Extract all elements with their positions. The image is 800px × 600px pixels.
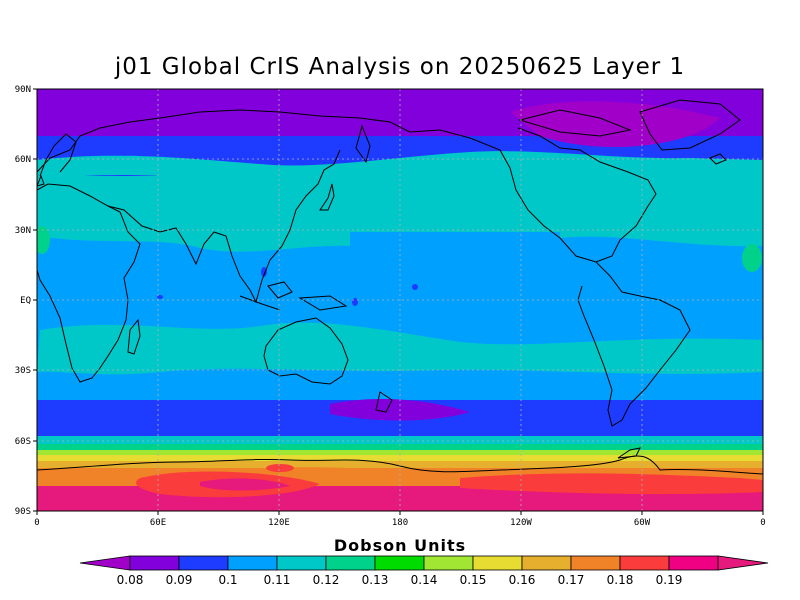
colorbar-label: 0.16 bbox=[509, 573, 536, 587]
colorbar-label: 0.15 bbox=[460, 573, 487, 587]
colorbar-swatch bbox=[423, 555, 474, 571]
colorbar-swatch bbox=[472, 555, 523, 571]
lon-label-180: 180 bbox=[392, 518, 408, 528]
colorbar-swatch bbox=[276, 555, 327, 571]
colorbar-swatch bbox=[227, 555, 278, 571]
colorbar-swatch bbox=[374, 555, 425, 571]
colorbar-swatch bbox=[570, 555, 621, 571]
lon-label-120w: 120W bbox=[510, 518, 532, 528]
colorbar-min-arrow bbox=[79, 555, 131, 571]
map-title: j01 Global CrIS Analysis on 20250625 Lay… bbox=[114, 54, 686, 80]
lat-label-eq: EQ bbox=[20, 296, 31, 306]
colorbar-swatch bbox=[619, 555, 670, 571]
lat-label-90s: 90S bbox=[15, 507, 31, 517]
colorbar-swatch bbox=[668, 555, 719, 571]
colorbar-label: 0.14 bbox=[411, 573, 438, 587]
colorbar-label: 0.1 bbox=[218, 573, 237, 587]
colorbar-title: Dobson Units bbox=[333, 536, 467, 555]
lat-label-30n: 30N bbox=[15, 226, 31, 236]
lon-label-120e: 120E bbox=[268, 518, 290, 528]
colorbar: 0.08 0.09 0.1 0.11 0.12 0.13 0.14 0.15 0.16 0.17 0… bbox=[79, 555, 769, 587]
lon-label-0-east: 0 bbox=[760, 518, 765, 528]
colorbar-label: 0.08 bbox=[117, 573, 144, 587]
lon-label-60e: 60E bbox=[150, 518, 166, 528]
lat-label-30s: 30S bbox=[15, 366, 31, 376]
lon-label-60w: 60W bbox=[634, 518, 651, 528]
lon-label-0: 0 bbox=[34, 518, 39, 528]
colorbar-label: 0.11 bbox=[264, 573, 291, 587]
colorbar-swatch bbox=[325, 555, 376, 571]
graticule bbox=[37, 89, 763, 511]
colorbar-label: 0.17 bbox=[558, 573, 585, 587]
lat-label-60n: 60N bbox=[15, 155, 31, 165]
colorbar-swatch bbox=[129, 555, 180, 571]
colorbar-label: 0.18 bbox=[607, 573, 634, 587]
colorbar-label: 0.09 bbox=[166, 573, 193, 587]
lat-label-90n: 90N bbox=[15, 85, 31, 95]
colorbar-label: 0.19 bbox=[656, 573, 683, 587]
lat-labels: 90N 60N 30N EQ 30S 60S 90S bbox=[15, 85, 31, 517]
coastlines bbox=[37, 99, 763, 475]
lon-labels: 0 60E 120E 180 120W 60W 0 bbox=[34, 518, 765, 528]
colorbar-label: 0.12 bbox=[313, 573, 340, 587]
axis-ticks bbox=[33, 88, 764, 515]
colorbar-max-arrow bbox=[717, 555, 769, 571]
colorbar-swatch bbox=[521, 555, 572, 571]
colorbar-swatch bbox=[178, 555, 229, 571]
colorbar-label: 0.13 bbox=[362, 573, 389, 587]
lat-label-60s: 60S bbox=[15, 437, 31, 447]
